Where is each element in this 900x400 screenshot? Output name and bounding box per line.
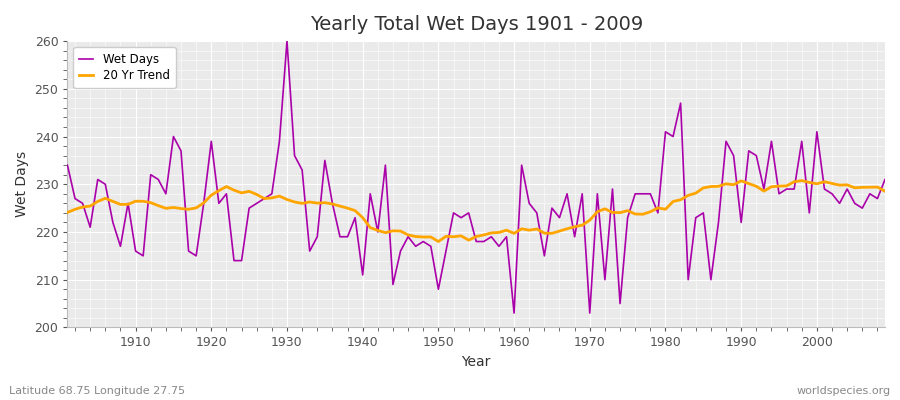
Wet Days bbox=[297, 168, 308, 172]
Wet Days bbox=[282, 39, 292, 44]
Legend: Wet Days, 20 Yr Trend: Wet Days, 20 Yr Trend bbox=[74, 47, 176, 88]
Y-axis label: Wet Days: Wet Days bbox=[15, 151, 29, 217]
20 Yr Trend bbox=[796, 178, 807, 183]
20 Yr Trend bbox=[122, 202, 133, 207]
Wet Days bbox=[879, 177, 890, 182]
Wet Days bbox=[524, 201, 535, 206]
X-axis label: Year: Year bbox=[462, 355, 490, 369]
20 Yr Trend bbox=[517, 226, 527, 231]
20 Yr Trend bbox=[289, 200, 300, 204]
Text: worldspecies.org: worldspecies.org bbox=[796, 386, 891, 396]
Line: Wet Days: Wet Days bbox=[68, 41, 885, 313]
Wet Days bbox=[508, 311, 519, 316]
20 Yr Trend bbox=[433, 239, 444, 244]
20 Yr Trend bbox=[62, 210, 73, 215]
Wet Days bbox=[122, 201, 133, 206]
Wet Days bbox=[62, 163, 73, 168]
20 Yr Trend bbox=[879, 189, 890, 194]
20 Yr Trend bbox=[608, 210, 618, 215]
Line: 20 Yr Trend: 20 Yr Trend bbox=[68, 181, 885, 242]
Wet Days bbox=[615, 301, 626, 306]
20 Yr Trend bbox=[508, 231, 519, 236]
Title: Yearly Total Wet Days 1901 - 2009: Yearly Total Wet Days 1901 - 2009 bbox=[310, 15, 643, 34]
Wet Days bbox=[517, 163, 527, 168]
20 Yr Trend bbox=[335, 204, 346, 208]
Wet Days bbox=[342, 234, 353, 239]
Text: Latitude 68.75 Longitude 27.75: Latitude 68.75 Longitude 27.75 bbox=[9, 386, 185, 396]
